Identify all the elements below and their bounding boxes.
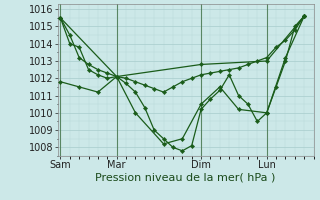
X-axis label: Pression niveau de la mer( hPa ): Pression niveau de la mer( hPa ) [95, 173, 276, 183]
